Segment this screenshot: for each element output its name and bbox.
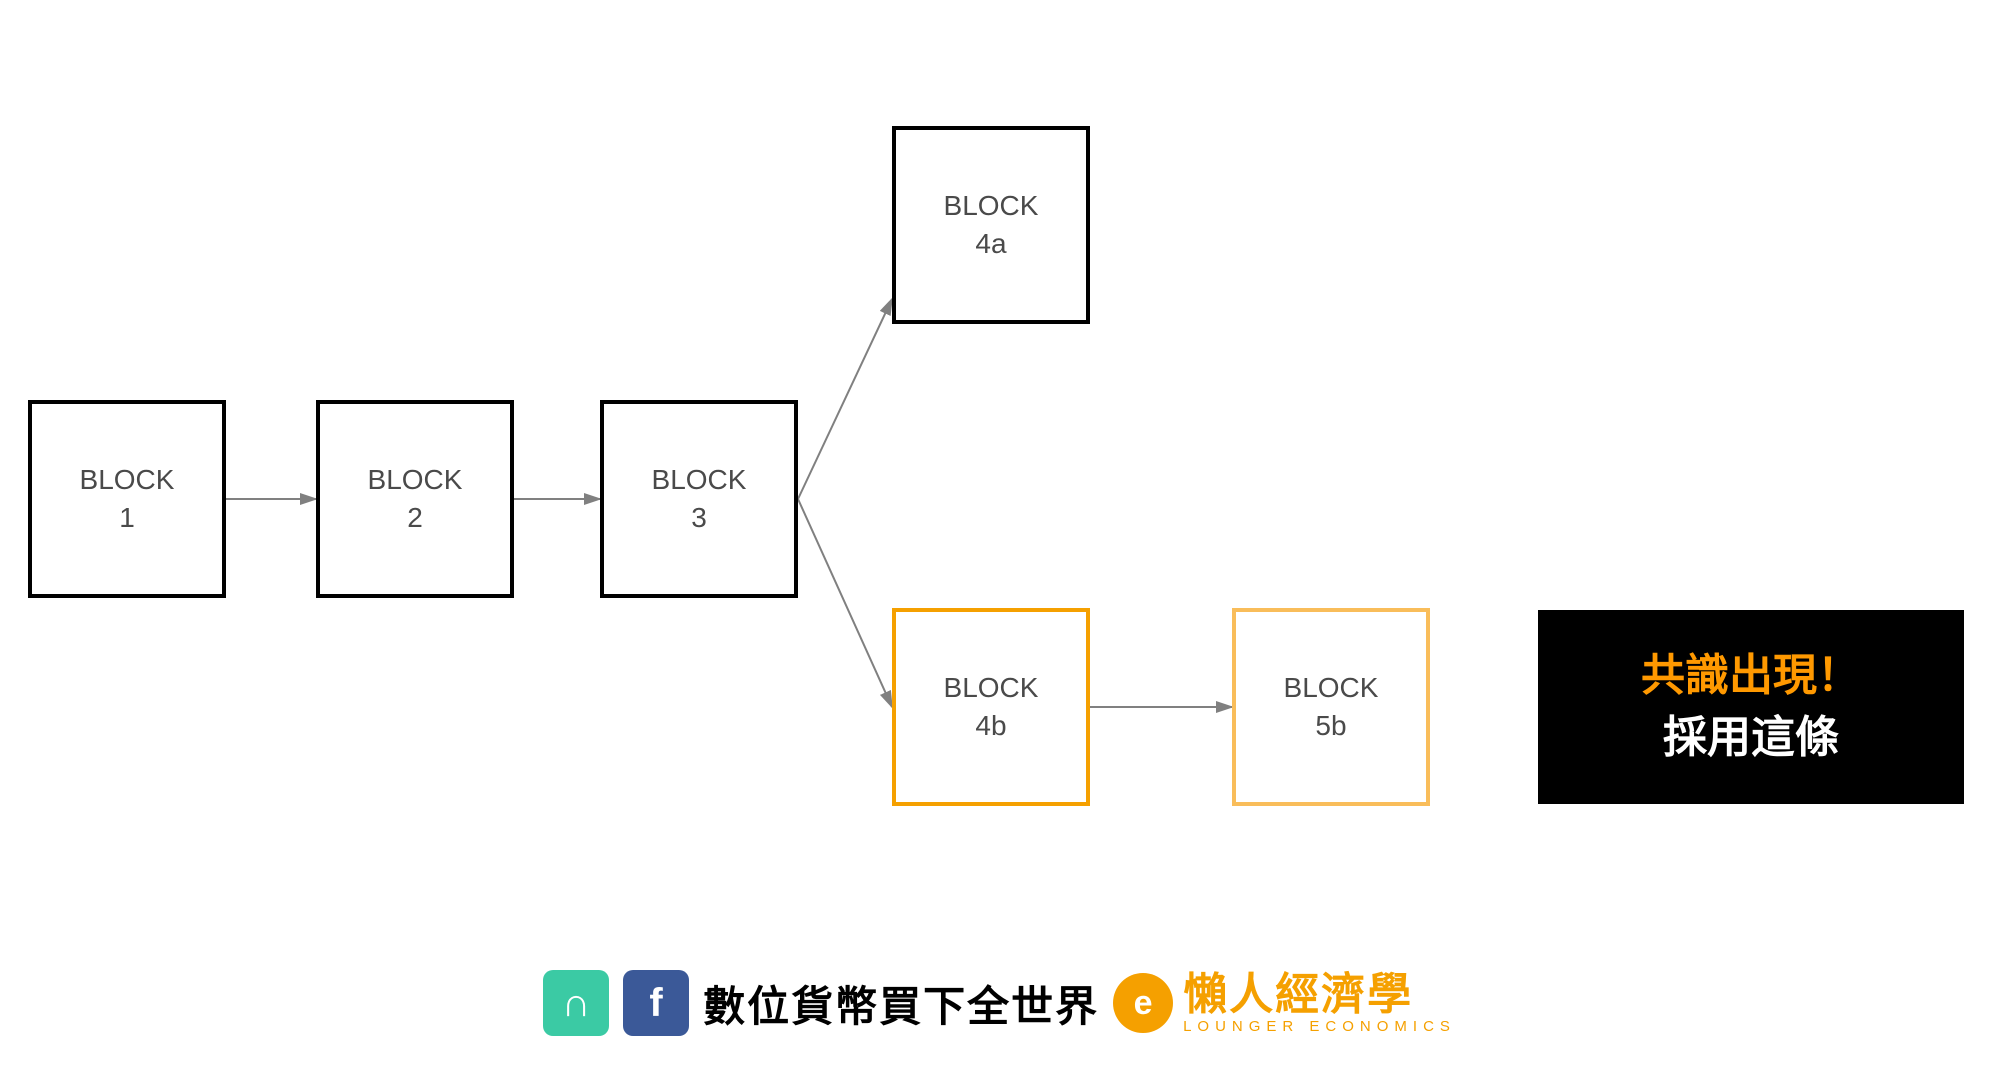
block-b3: BLOCK3: [600, 400, 798, 598]
callout-line2: 採用這條: [1663, 707, 1839, 769]
block-b1: BLOCK1: [28, 400, 226, 598]
edge-b3-b4a: [798, 299, 892, 499]
brand-name-en: LOUNGER ECONOMICS: [1183, 1019, 1456, 1034]
brand-name-cn: 懶人經濟學: [1183, 973, 1456, 1017]
footer-group-label: 數位貨幣買下全世界: [703, 973, 1099, 1034]
facebook-icon: f: [623, 970, 689, 1036]
footer-branding: ∩ f 數位貨幣買下全世界 e 懶人經濟學 LOUNGER ECONOMICS: [0, 970, 1999, 1036]
blockchain-fork-diagram: BLOCK1BLOCK2BLOCK3BLOCK4aBLOCK4bBLOCK5b …: [0, 0, 1999, 1089]
brand-icon: e: [1113, 973, 1173, 1033]
consensus-callout: 共識出現！ 採用這條: [1538, 610, 1964, 804]
block-b5b: BLOCK5b: [1232, 608, 1430, 806]
edge-b3-b4b: [798, 499, 892, 707]
block-b2: BLOCK2: [316, 400, 514, 598]
app-logo-icon: ∩: [543, 970, 609, 1036]
callout-line1: 共識出現！: [1641, 645, 1861, 707]
block-b4a: BLOCK4a: [892, 126, 1090, 324]
block-b4b: BLOCK4b: [892, 608, 1090, 806]
brand-logo: e 懶人經濟學 LOUNGER ECONOMICS: [1113, 973, 1456, 1034]
